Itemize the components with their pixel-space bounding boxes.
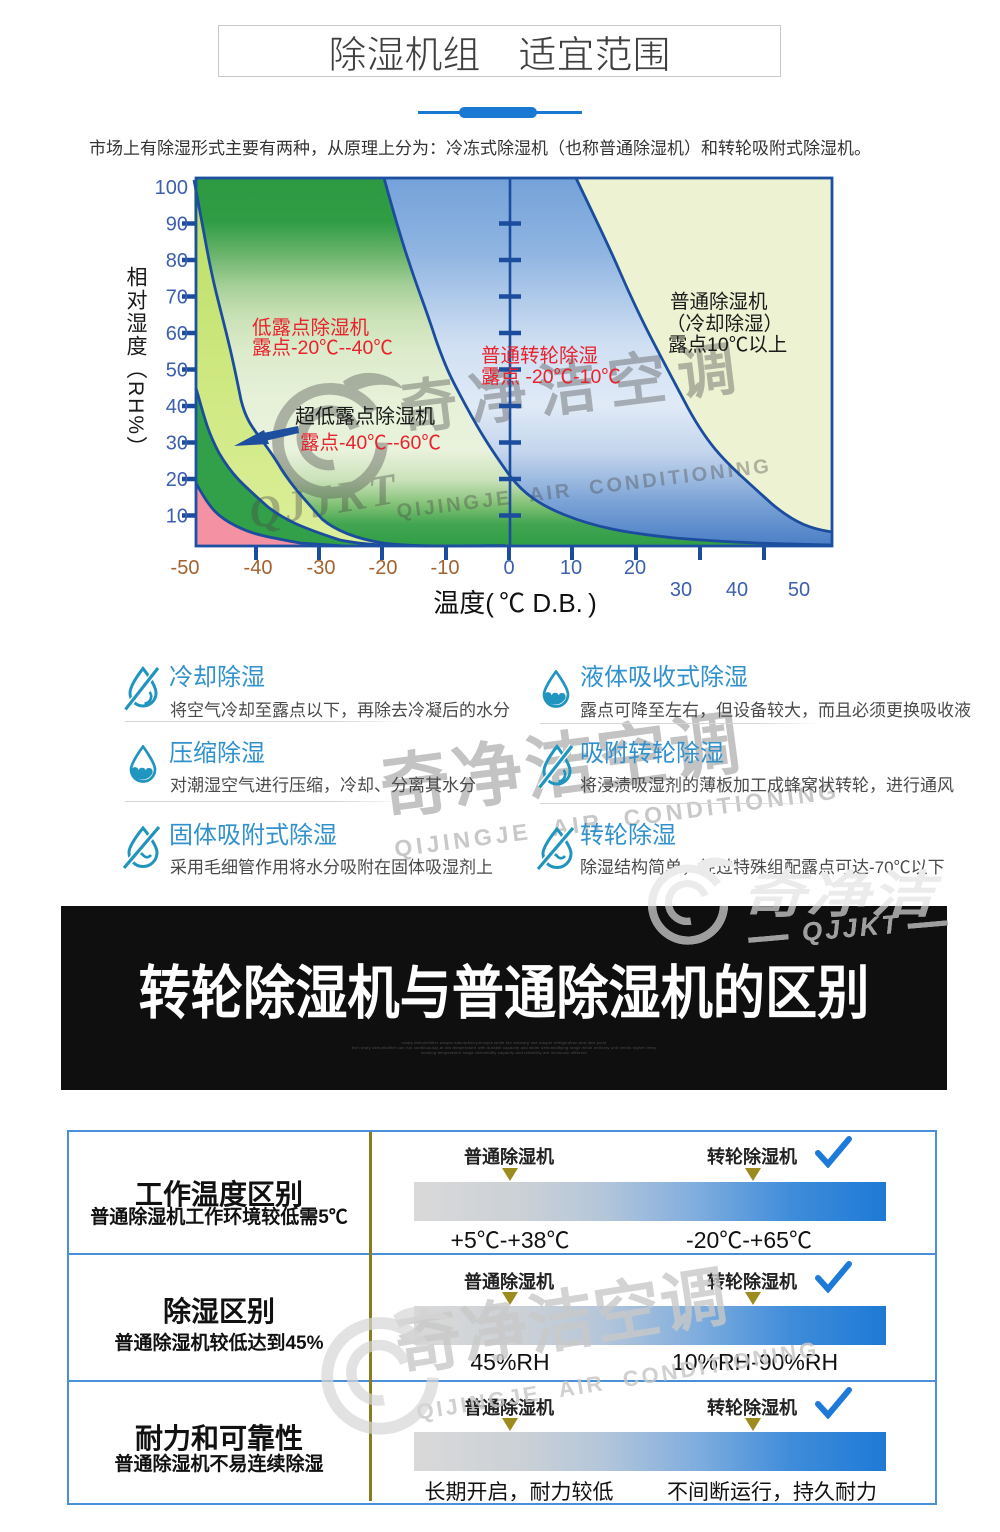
- svg-text:40: 40: [726, 579, 748, 601]
- svg-text:50: 50: [166, 360, 188, 382]
- svg-text:30: 30: [670, 579, 692, 601]
- svg-text:20: 20: [166, 469, 188, 491]
- svg-text:30: 30: [166, 433, 188, 455]
- svg-text:10: 10: [166, 506, 188, 528]
- svg-text:100: 100: [155, 177, 188, 199]
- svg-text:70: 70: [166, 287, 188, 309]
- svg-text:-10: -10: [431, 557, 460, 579]
- svg-text:-50: -50: [171, 557, 200, 579]
- svg-text:低露点除湿机: 低露点除湿机: [252, 317, 370, 339]
- svg-text:露点10℃以上: 露点10℃以上: [668, 334, 787, 356]
- svg-text:-40: -40: [244, 557, 273, 579]
- svg-text:露点 -20℃-10℃: 露点 -20℃-10℃: [481, 366, 621, 388]
- svg-text:-30: -30: [307, 557, 336, 579]
- svg-text:60: 60: [166, 323, 188, 345]
- svg-text:50: 50: [788, 579, 810, 601]
- svg-text:10: 10: [560, 557, 582, 579]
- svg-text:90: 90: [166, 214, 188, 236]
- svg-text:超低露点除湿机: 超低露点除湿机: [295, 405, 435, 428]
- svg-text:普通转轮除湿: 普通转轮除湿: [481, 345, 598, 367]
- svg-text:20: 20: [624, 557, 646, 579]
- svg-text:露点-20℃--40℃: 露点-20℃--40℃: [252, 337, 393, 359]
- svg-text:-20: -20: [369, 557, 398, 579]
- svg-text:0: 0: [503, 557, 514, 579]
- svg-text:露点-40℃--60℃: 露点-40℃--60℃: [300, 432, 441, 454]
- svg-text:40: 40: [166, 396, 188, 418]
- svg-text:普通除湿机: 普通除湿机: [670, 291, 768, 313]
- svg-text:（冷却除湿）: （冷却除湿）: [666, 313, 783, 335]
- svg-text:温度( ℃ D.B. ): 温度( ℃ D.B. ): [433, 588, 597, 618]
- svg-text:80: 80: [166, 250, 188, 272]
